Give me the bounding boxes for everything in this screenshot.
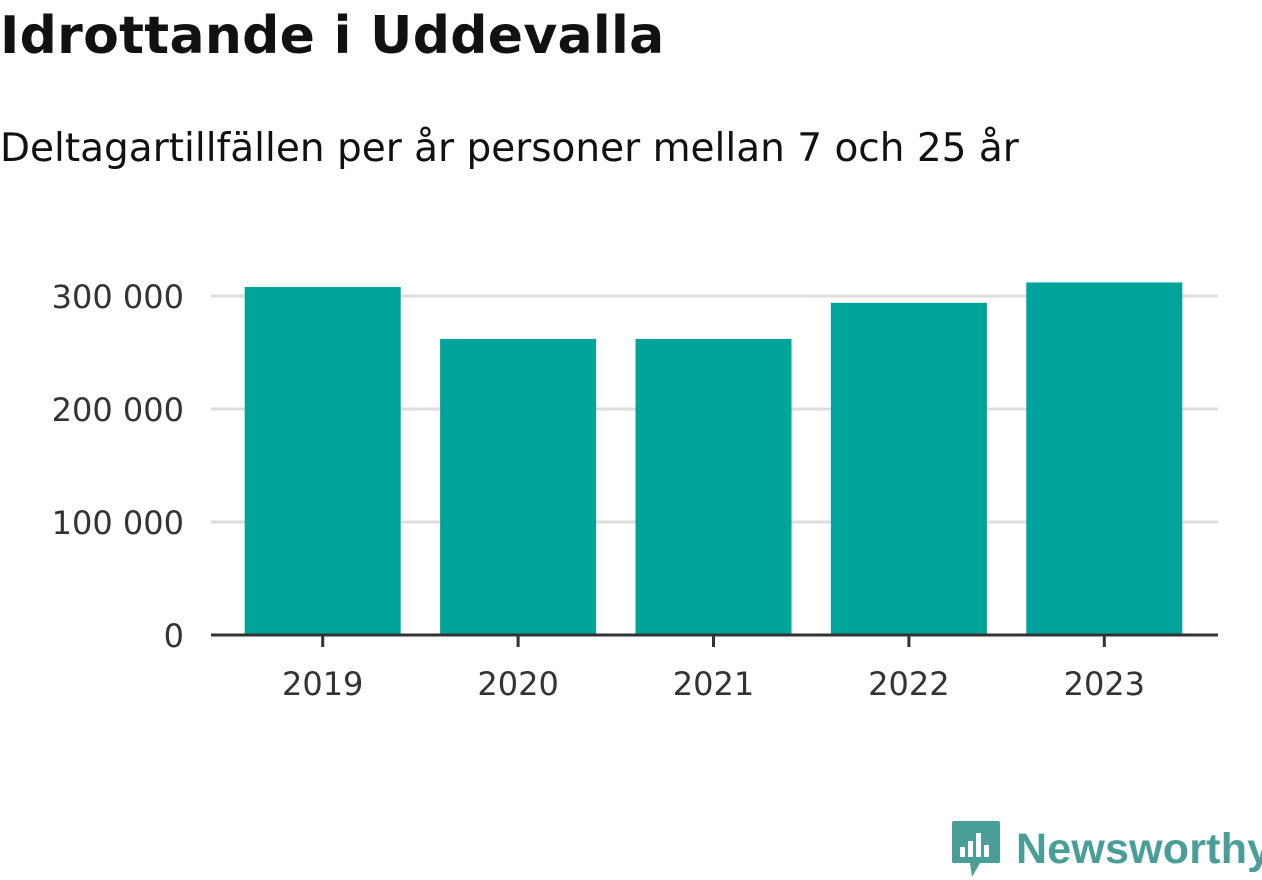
brand-logo: Newsworthy [950, 818, 1262, 880]
newsworthy-logo-icon [952, 821, 1000, 877]
bar-2021 [635, 338, 792, 635]
x-tick-label: 2022 [868, 665, 949, 703]
bar-2022 [830, 302, 987, 635]
x-tick-label: 2021 [673, 665, 754, 703]
axes [211, 633, 1218, 647]
x-tick-label: 2023 [1064, 665, 1145, 703]
y-tick-label: 200 000 [52, 391, 184, 429]
tick-labels: 0 100 000 200 000 300 000 2019 2020 2021 2022 20… [52, 278, 1145, 703]
y-tick-label: 300 000 [52, 278, 184, 316]
chart-title: Idrottande i Uddevalla [0, 6, 665, 66]
x-tick-label: 2020 [477, 665, 558, 703]
y-tick-label: 0 [164, 617, 184, 655]
brand-name: Newsworthy [1016, 824, 1262, 873]
bar-2020 [440, 338, 597, 635]
bar-2019 [244, 286, 401, 635]
y-tick-label: 100 000 [52, 504, 184, 542]
chart-subtitle: Deltagartillfällen per år personer mella… [0, 126, 1019, 171]
bar-2023 [1026, 282, 1183, 635]
x-tick-label: 2019 [282, 665, 363, 703]
bars [244, 282, 1183, 635]
